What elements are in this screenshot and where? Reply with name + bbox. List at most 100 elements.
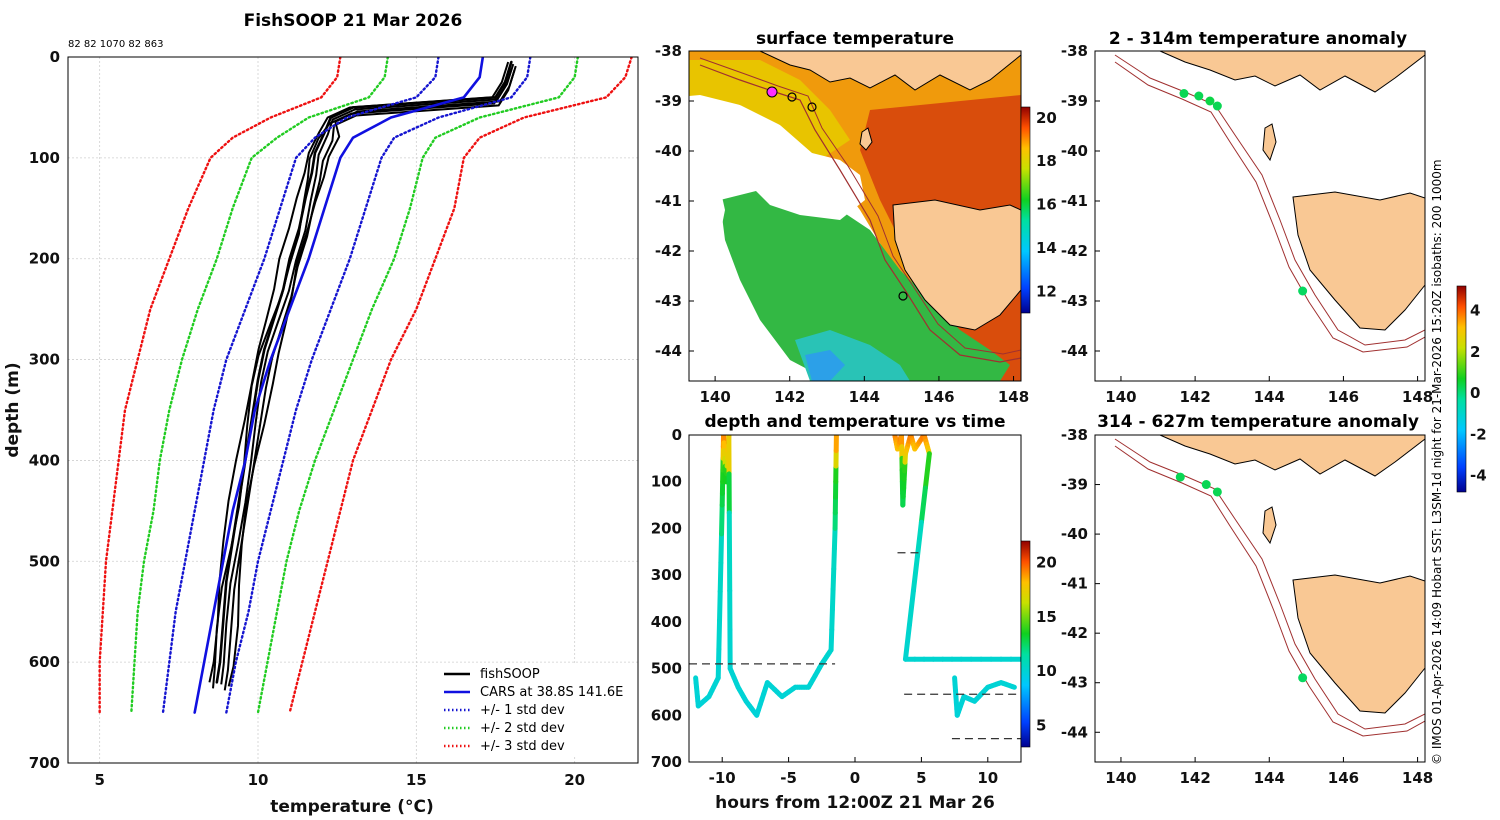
time-trace-segment xyxy=(718,531,725,566)
anomaly-bottom-panel: 314 - 627m temperature anomaly 140 142 144… xyxy=(1061,412,1433,787)
series-fishsoop xyxy=(215,60,513,684)
series--3-std-dev-low- xyxy=(98,57,342,714)
sst-lat-tick: -41 xyxy=(655,192,682,210)
time-trace-segment xyxy=(910,553,920,594)
series--3-std-dev-high- xyxy=(288,57,633,714)
anomaly-bottom-lon-tick: 148 xyxy=(1402,769,1433,787)
anomaly-colorbar-tick: 2 xyxy=(1470,343,1480,361)
anomaly-bottom-lon-tick: 144 xyxy=(1254,769,1285,787)
sst-colorbar-tick: 18 xyxy=(1036,152,1057,170)
anomaly-top-land-king-island xyxy=(1262,123,1277,162)
profile-panel: FishSOOP 21 Mar 2026 82 82 1070 82 863 5… xyxy=(3,11,639,817)
time-ytick: 700 xyxy=(651,753,682,771)
time-trace-segment xyxy=(829,606,835,633)
profile-legend: fishSOOP CARS at 38.8S 141.6E +/- 1 std … xyxy=(438,664,623,756)
anomaly-bottom-isobath-1000 xyxy=(1114,445,1425,737)
bottom-anomaly-point xyxy=(1175,472,1185,482)
sst-lat-tick: -39 xyxy=(655,92,682,110)
anomaly-top-lon-tick: 148 xyxy=(1402,388,1433,406)
anomaly-bottom-lon-tick: 142 xyxy=(1179,769,1210,787)
sst-lat-tick: -42 xyxy=(655,242,682,260)
sst-colorbar-tick: 20 xyxy=(1036,109,1057,127)
anomaly-top-lon-tick: 142 xyxy=(1179,388,1210,406)
anomaly-bottom-axes xyxy=(1094,434,1426,763)
time-ytick: 100 xyxy=(651,473,682,491)
sst-station-3 xyxy=(898,291,908,301)
legend-label-std1: +/- 1 std dev xyxy=(480,703,565,718)
anomaly-colorbar-tick: -2 xyxy=(1470,425,1487,443)
profile-series xyxy=(98,57,633,714)
sst-land-mainland xyxy=(759,51,1021,91)
sst-land-tasmania xyxy=(892,199,1021,331)
profile-ytick: 0 xyxy=(50,48,60,66)
top-anomaly-point xyxy=(1205,96,1215,106)
time-trace-segment xyxy=(829,586,836,612)
anomaly-top-lon-tick: 146 xyxy=(1328,388,1359,406)
fishsoop-cast xyxy=(223,69,516,691)
sst-title: surface temperature xyxy=(756,29,954,49)
time-xtick: 0 xyxy=(850,769,860,787)
profile-xtick: 20 xyxy=(564,771,585,789)
time-trace-segment xyxy=(902,622,912,662)
time-xtick: -5 xyxy=(780,769,797,787)
time-ytick: 400 xyxy=(651,613,682,631)
time-trace-segment xyxy=(918,485,928,525)
sst-cloud-gap-west xyxy=(689,165,725,305)
anomaly-top-lat-tick: -42 xyxy=(1061,242,1088,260)
profile-ytick: 100 xyxy=(29,149,60,167)
series-cars-at-38-8s-141-6e xyxy=(193,57,485,714)
time-xtick: 5 xyxy=(916,769,926,787)
anomaly-bottom-isobath-200 xyxy=(1114,438,1425,730)
profile-xtick: 15 xyxy=(406,771,427,789)
anomaly-colorbar-tick: -4 xyxy=(1470,467,1487,485)
time-panel: depth and temperature vs time -10 -5 0 5 100… xyxy=(651,412,1057,813)
sst-colorbar-tick: 14 xyxy=(1036,239,1057,257)
anomaly-top-isobath-1000 xyxy=(1114,61,1425,353)
time-title: depth and temperature vs time xyxy=(705,412,1006,432)
time-xtick: -10 xyxy=(709,769,736,787)
time-trace-segment xyxy=(831,546,837,572)
anomaly-top-lat-tick: -38 xyxy=(1061,42,1088,60)
top-anomaly-point xyxy=(1212,101,1222,111)
series--1-std-dev-high- xyxy=(225,57,532,714)
anomaly-top-lon-tick: 144 xyxy=(1254,388,1285,406)
sst-lon-tick: 148 xyxy=(998,388,1029,406)
anomaly-top-title: 2 - 314m temperature anomaly xyxy=(1109,29,1407,49)
bottom-anomaly-point xyxy=(1212,487,1222,497)
time-trace-segment xyxy=(717,560,724,594)
anomaly-bottom-lat-tick: -44 xyxy=(1061,723,1088,741)
profile-grid xyxy=(68,56,638,764)
sst-lon-tick: 142 xyxy=(774,388,805,406)
profile-ytick: 200 xyxy=(29,250,60,268)
bottom-anomaly-point xyxy=(1201,480,1211,490)
anomaly-bottom-lon-tick: 146 xyxy=(1328,769,1359,787)
time-trace-segment xyxy=(906,588,916,628)
profile-subtitle: 82 82 1070 82 863 xyxy=(68,39,163,50)
anomaly-top-lat-tick: -44 xyxy=(1061,342,1088,360)
series--2-std-dev-low- xyxy=(130,57,390,714)
time-ytick: 600 xyxy=(651,706,682,724)
profile-ytick: 500 xyxy=(29,552,60,570)
profile-ytick: 600 xyxy=(29,653,60,671)
time-trace-segment xyxy=(828,627,835,653)
time-ytick: 500 xyxy=(651,660,682,678)
sst-colorbar-tick: 12 xyxy=(1036,282,1057,300)
anomaly-top-lat-tick: -41 xyxy=(1061,192,1088,210)
anomaly-bottom-title: 314 - 627m temperature anomaly xyxy=(1097,412,1419,432)
anomaly-top-lat-tick: -40 xyxy=(1061,142,1088,160)
anomaly-top-points xyxy=(1179,89,1308,296)
sst-lon-tick: 140 xyxy=(699,388,730,406)
sst-land-king-island xyxy=(859,127,873,151)
credit-text: © IMOS 01-Apr-2026 14:09 Hobart SST: L3S… xyxy=(1430,159,1444,765)
sst-lat-tick: -38 xyxy=(655,42,682,60)
series--1-std-dev-low- xyxy=(161,57,440,714)
anomaly-colorbar-tick: 0 xyxy=(1470,384,1480,402)
time-trace-segment xyxy=(830,566,837,592)
profile-xlabel: temperature (°C) xyxy=(270,797,434,817)
anomaly-bottom-land-tasmania xyxy=(1292,574,1425,714)
sst-blue-patch xyxy=(805,350,845,381)
anomaly-top-land-mainland xyxy=(1159,51,1425,93)
sst-lat-tick: -43 xyxy=(655,292,682,310)
anomaly-bottom-points xyxy=(1175,472,1308,683)
